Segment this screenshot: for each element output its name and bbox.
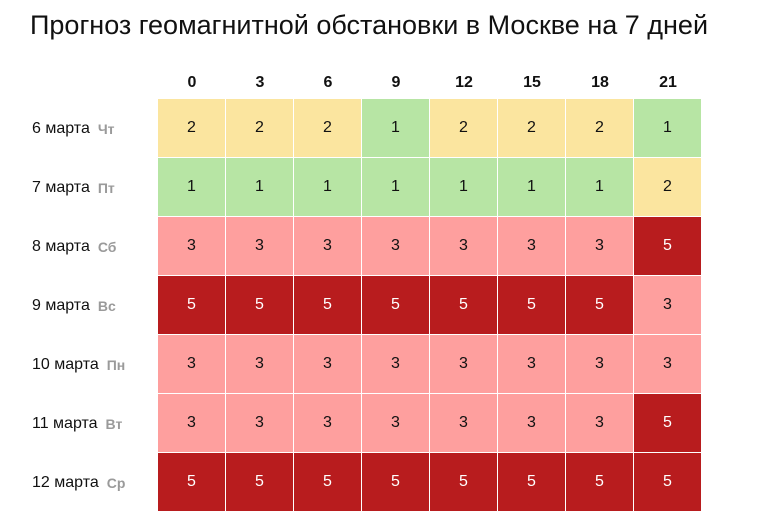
heatmap-cell: 3 [430, 394, 498, 453]
heatmap-cell: 5 [566, 453, 634, 512]
column-header: 21 [659, 74, 677, 91]
row-label: 9 марта Вс [0, 276, 160, 335]
heatmap-cell: 5 [498, 276, 566, 335]
heatmap-cell: 5 [566, 276, 634, 335]
column-header: 3 [255, 74, 265, 91]
column-header: 9 [391, 74, 401, 91]
heatmap-cell: 1 [634, 99, 702, 158]
column-header: 0 [187, 74, 197, 91]
heatmap-cell: 1 [158, 158, 226, 217]
heatmap-cell: 3 [498, 394, 566, 453]
column-header: 6 [323, 74, 333, 91]
heatmap-cell: 3 [362, 394, 430, 453]
heatmap-cell: 3 [498, 217, 566, 276]
heatmap-cell: 3 [566, 217, 634, 276]
heatmap-cell: 3 [226, 394, 294, 453]
heatmap-cell: 5 [362, 453, 430, 512]
row-label: 11 марта Вт [0, 394, 160, 453]
heatmap-cell: 3 [430, 217, 498, 276]
heatmap-cell: 2 [294, 99, 362, 158]
row-label: 10 марта Пн [0, 335, 160, 394]
heatmap-cell: 2 [634, 158, 702, 217]
row-weekday: Чт [97, 120, 115, 137]
heatmap-cell: 5 [294, 276, 362, 335]
row-weekday: Вт [105, 415, 123, 432]
heatmap-cell: 3 [566, 394, 634, 453]
heatmap-cell: 5 [634, 453, 702, 512]
row-date: 9 марта [32, 296, 90, 314]
heatmap-cell: 5 [430, 276, 498, 335]
heatmap-cell: 3 [294, 217, 362, 276]
column-header: 18 [591, 74, 609, 91]
heatmap-cell: 5 [634, 217, 702, 276]
heatmap-cell: 3 [294, 335, 362, 394]
heatmap-cell: 1 [430, 158, 498, 217]
row-date: 10 марта [32, 355, 99, 373]
heatmap-cell: 3 [634, 276, 702, 335]
heatmap-cell: 1 [566, 158, 634, 217]
heatmap-cell: 2 [430, 99, 498, 158]
row-date: 12 марта [32, 473, 99, 491]
heatmap-cell: 5 [430, 453, 498, 512]
row-label: 7 марта Пт [0, 158, 160, 217]
heatmap-cell: 3 [362, 335, 430, 394]
heatmap-cell: 3 [498, 335, 566, 394]
heatmap-cell: 2 [226, 99, 294, 158]
heatmap-cell: 5 [498, 453, 566, 512]
row-weekday: Пт [97, 179, 115, 196]
heatmap-cell: 3 [158, 217, 226, 276]
heatmap-cell: 3 [362, 217, 430, 276]
heatmap-cell: 5 [226, 453, 294, 512]
heatmap-cell: 5 [226, 276, 294, 335]
heatmap-cell: 1 [294, 158, 362, 217]
heatmap-cell: 2 [566, 99, 634, 158]
heatmap-cell: 1 [362, 99, 430, 158]
heatmap-cell: 5 [294, 453, 362, 512]
heatmap-cell: 3 [158, 394, 226, 453]
row-weekday: Ср [106, 474, 126, 491]
heatmap-cell: 2 [498, 99, 566, 158]
heatmap-cell: 5 [158, 453, 226, 512]
row-date: 6 марта [32, 119, 90, 137]
row-label: 8 марта Сб [0, 217, 160, 276]
heatmap-cell: 3 [158, 335, 226, 394]
heatmap-cell: 1 [498, 158, 566, 217]
heatmap-cell: 3 [634, 335, 702, 394]
heatmap-cell: 3 [430, 335, 498, 394]
row-weekday: Пн [106, 356, 126, 373]
heatmap-cell: 3 [566, 335, 634, 394]
column-header: 12 [455, 74, 473, 91]
heatmap-cell: 2 [158, 99, 226, 158]
heatmap-cell: 5 [158, 276, 226, 335]
row-date: 7 марта [32, 178, 90, 196]
heatmap-cell: 3 [294, 394, 362, 453]
heatmap-cell: 5 [362, 276, 430, 335]
heatmap-cell: 1 [362, 158, 430, 217]
row-weekday: Вс [97, 297, 116, 314]
row-label: 12 марта Ср [0, 453, 160, 512]
row-label: 6 марта Чт [0, 99, 160, 158]
chart-title: Прогноз геомагнитной обстановки в Москве… [30, 10, 709, 40]
heatmap-cell: 1 [226, 158, 294, 217]
row-date: 11 марта [32, 414, 98, 432]
heatmap-cell: 5 [634, 394, 702, 453]
column-header: 15 [523, 74, 541, 91]
row-weekday: Сб [97, 238, 117, 255]
row-date: 8 марта [32, 237, 90, 255]
heatmap-cell: 3 [226, 335, 294, 394]
heatmap-cell: 3 [226, 217, 294, 276]
